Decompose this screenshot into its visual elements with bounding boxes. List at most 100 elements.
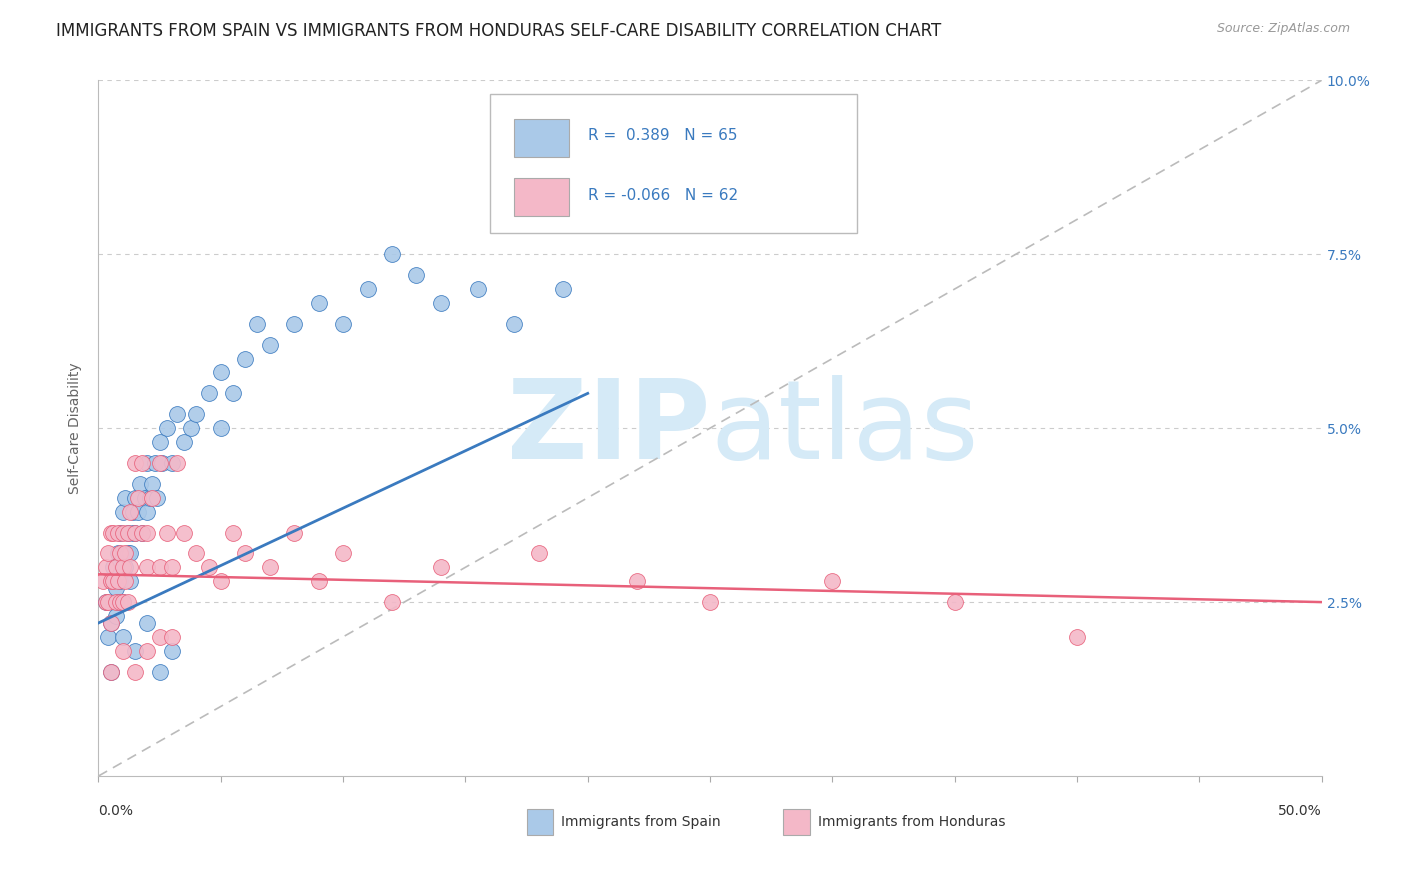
Point bbox=[186, 546, 208, 560]
Point bbox=[136, 615, 159, 630]
Text: Source: ZipAtlas.com: Source: ZipAtlas.com bbox=[1216, 22, 1350, 36]
Point bbox=[131, 525, 153, 540]
Point bbox=[129, 476, 152, 491]
Point bbox=[149, 630, 172, 644]
Point bbox=[100, 615, 122, 630]
Point bbox=[100, 525, 122, 540]
Point bbox=[180, 421, 202, 435]
Point bbox=[114, 546, 136, 560]
Point bbox=[120, 560, 142, 574]
Point bbox=[94, 595, 117, 609]
Point bbox=[97, 595, 120, 609]
Point bbox=[222, 525, 245, 540]
Point bbox=[101, 525, 124, 540]
Point bbox=[173, 435, 195, 450]
Point bbox=[117, 525, 139, 540]
Point bbox=[626, 574, 648, 589]
Y-axis label: Self-Care Disability: Self-Care Disability bbox=[69, 362, 83, 494]
Point bbox=[160, 560, 183, 574]
Point bbox=[121, 505, 143, 519]
Point bbox=[173, 525, 195, 540]
Point bbox=[233, 351, 256, 366]
Point bbox=[134, 491, 156, 505]
Point bbox=[97, 546, 120, 560]
Point bbox=[110, 546, 132, 560]
Point bbox=[104, 595, 127, 609]
Point bbox=[131, 456, 153, 470]
Text: ZIP: ZIP bbox=[506, 375, 710, 482]
Point bbox=[110, 574, 132, 589]
Point bbox=[150, 456, 173, 470]
Point bbox=[111, 595, 134, 609]
Point bbox=[111, 644, 134, 658]
Point bbox=[100, 574, 122, 589]
Point bbox=[197, 560, 219, 574]
Point bbox=[107, 574, 129, 589]
Point bbox=[101, 560, 124, 574]
Point bbox=[110, 525, 132, 540]
Point bbox=[107, 546, 129, 560]
Point bbox=[259, 560, 281, 574]
Point bbox=[104, 609, 127, 624]
FancyBboxPatch shape bbox=[515, 178, 569, 216]
Point bbox=[114, 491, 136, 505]
Point bbox=[117, 595, 139, 609]
Point bbox=[127, 505, 149, 519]
Point bbox=[503, 317, 526, 331]
Point bbox=[527, 546, 550, 560]
Point bbox=[100, 615, 122, 630]
Point bbox=[405, 268, 427, 282]
Point bbox=[143, 456, 166, 470]
Point bbox=[136, 525, 159, 540]
Point bbox=[104, 581, 127, 595]
Point bbox=[186, 407, 208, 421]
Point bbox=[136, 456, 159, 470]
Point bbox=[121, 525, 143, 540]
Point bbox=[124, 491, 146, 505]
Point bbox=[209, 421, 232, 435]
Text: atlas: atlas bbox=[710, 375, 979, 482]
Text: 0.0%: 0.0% bbox=[98, 804, 134, 818]
Point bbox=[430, 296, 453, 310]
Point bbox=[821, 574, 844, 589]
Point bbox=[111, 505, 134, 519]
Point bbox=[107, 595, 129, 609]
Point bbox=[332, 317, 354, 331]
Point bbox=[166, 456, 188, 470]
FancyBboxPatch shape bbox=[515, 119, 569, 157]
Point bbox=[149, 435, 172, 450]
FancyBboxPatch shape bbox=[489, 95, 856, 234]
Point bbox=[136, 505, 159, 519]
Point bbox=[111, 560, 134, 574]
Point bbox=[283, 317, 305, 331]
Point bbox=[111, 525, 134, 540]
Point bbox=[166, 407, 188, 421]
Point bbox=[156, 421, 179, 435]
Point bbox=[430, 560, 453, 574]
Point bbox=[127, 491, 149, 505]
Point bbox=[100, 665, 122, 679]
Point bbox=[149, 456, 172, 470]
Point bbox=[110, 595, 132, 609]
Point bbox=[149, 560, 172, 574]
Point bbox=[381, 247, 404, 261]
Point bbox=[149, 665, 172, 679]
Point bbox=[141, 491, 163, 505]
Text: R =  0.389   N = 65: R = 0.389 N = 65 bbox=[588, 128, 737, 144]
Text: Immigrants from Honduras: Immigrants from Honduras bbox=[818, 815, 1005, 829]
Point bbox=[107, 525, 129, 540]
Point bbox=[100, 574, 122, 589]
Point bbox=[124, 525, 146, 540]
Point bbox=[467, 282, 489, 296]
Point bbox=[160, 456, 183, 470]
Point bbox=[160, 644, 183, 658]
Point bbox=[124, 665, 146, 679]
Point bbox=[222, 386, 245, 401]
Point bbox=[120, 546, 142, 560]
Point bbox=[117, 546, 139, 560]
Point bbox=[111, 595, 134, 609]
Point bbox=[100, 665, 122, 679]
Text: 50.0%: 50.0% bbox=[1278, 804, 1322, 818]
Point bbox=[553, 282, 575, 296]
Point bbox=[111, 630, 134, 644]
